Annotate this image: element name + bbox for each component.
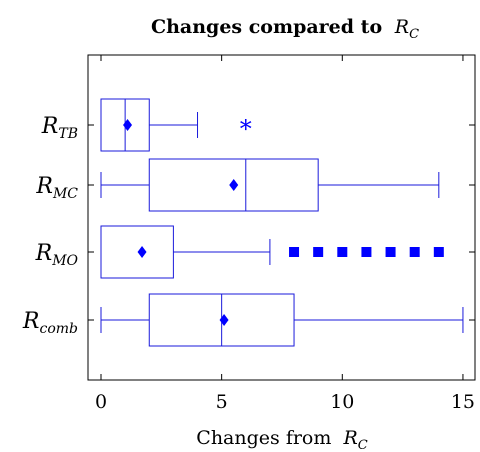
plot-area-frame — [87, 54, 476, 381]
outlier-point — [433, 247, 444, 257]
chart-title-text: Changes compared to — [151, 16, 382, 38]
y-category-label-sub: TB — [58, 126, 78, 142]
box-iqr — [148, 158, 319, 212]
x-axis-label-text: Changes from — [196, 427, 331, 449]
outlier-point: * — [240, 115, 252, 143]
x-axis-label-symbol-sub: C — [358, 438, 368, 452]
x-tick-label: 0 — [95, 391, 107, 413]
y-category-label-base: R — [35, 241, 53, 266]
mean-marker — [229, 179, 239, 191]
x-tick-label: 10 — [330, 391, 354, 413]
y-category-label-base: R — [35, 174, 53, 199]
box-iqr — [100, 225, 174, 279]
outlier-point — [385, 247, 396, 257]
chart-title-symbol-sub: C — [409, 27, 419, 42]
y-category-label-sub: MO — [51, 253, 78, 269]
box-series-mo — [100, 225, 444, 279]
mean-marker — [123, 119, 133, 131]
x-axis-label-symbol: R — [342, 427, 357, 449]
y-category-label-base: R — [22, 309, 40, 334]
y-category-label-sub: MC — [52, 186, 78, 202]
outlier-point — [337, 247, 348, 257]
y-category-label: RMO — [35, 241, 79, 269]
y-category-label-base: R — [41, 114, 59, 139]
x-tick-label: 15 — [451, 391, 475, 413]
box-series-tb: * — [100, 98, 252, 152]
x-tick-label: 5 — [216, 391, 228, 413]
outlier-point — [313, 247, 324, 257]
chart-title-symbol: R — [394, 16, 409, 38]
y-category-label: RTB — [41, 114, 78, 142]
box-series-mc — [100, 158, 440, 212]
outlier-point — [409, 247, 420, 257]
box-series-comb — [100, 293, 464, 347]
y-category-label-sub: comb — [39, 321, 78, 337]
mean-marker — [137, 246, 147, 258]
y-category-label: Rcomb — [22, 309, 78, 337]
x-axis-label: Changes from RC — [196, 427, 367, 452]
y-category-label: RMC — [35, 174, 78, 202]
chart-title: Changes compared to RC — [151, 16, 419, 42]
outlier-point — [289, 247, 300, 257]
box-layer: * — [100, 98, 464, 347]
outlier-point — [361, 247, 372, 257]
mean-marker — [219, 314, 229, 326]
